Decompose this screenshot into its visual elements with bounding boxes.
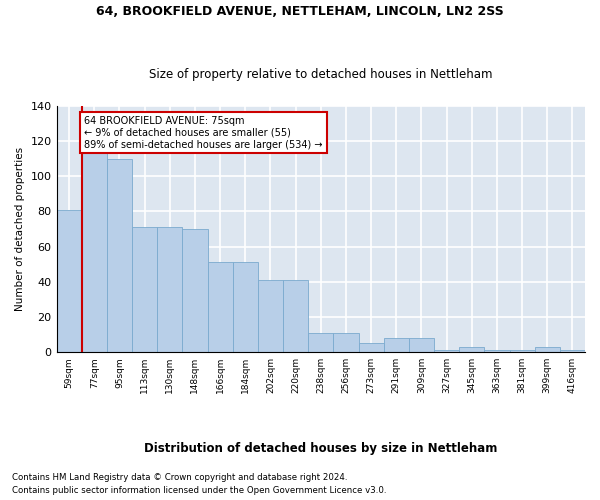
Bar — [535, 347, 560, 352]
Bar — [383, 338, 409, 352]
Bar — [560, 350, 585, 352]
Bar — [182, 229, 208, 352]
Bar — [233, 262, 258, 352]
Bar — [157, 227, 182, 352]
Bar — [208, 262, 233, 352]
X-axis label: Distribution of detached houses by size in Nettleham: Distribution of detached houses by size … — [144, 442, 497, 455]
Bar — [82, 152, 107, 352]
Bar — [107, 158, 132, 352]
Bar — [434, 350, 459, 352]
Bar — [409, 338, 434, 352]
Text: 64, BROOKFIELD AVENUE, NETTLEHAM, LINCOLN, LN2 2SS: 64, BROOKFIELD AVENUE, NETTLEHAM, LINCOL… — [96, 5, 504, 18]
Bar — [509, 350, 535, 352]
Text: 64 BROOKFIELD AVENUE: 75sqm
← 9% of detached houses are smaller (55)
89% of semi: 64 BROOKFIELD AVENUE: 75sqm ← 9% of deta… — [84, 116, 323, 150]
Bar — [258, 280, 283, 352]
Bar — [283, 280, 308, 352]
Text: Contains HM Land Registry data © Crown copyright and database right 2024.
Contai: Contains HM Land Registry data © Crown c… — [12, 474, 386, 495]
Bar — [334, 333, 359, 352]
Bar — [132, 227, 157, 352]
Bar — [484, 350, 509, 352]
Title: Size of property relative to detached houses in Nettleham: Size of property relative to detached ho… — [149, 68, 493, 81]
Bar — [359, 344, 383, 352]
Bar — [308, 333, 334, 352]
Y-axis label: Number of detached properties: Number of detached properties — [15, 147, 25, 311]
Bar — [56, 210, 82, 352]
Bar — [459, 347, 484, 352]
